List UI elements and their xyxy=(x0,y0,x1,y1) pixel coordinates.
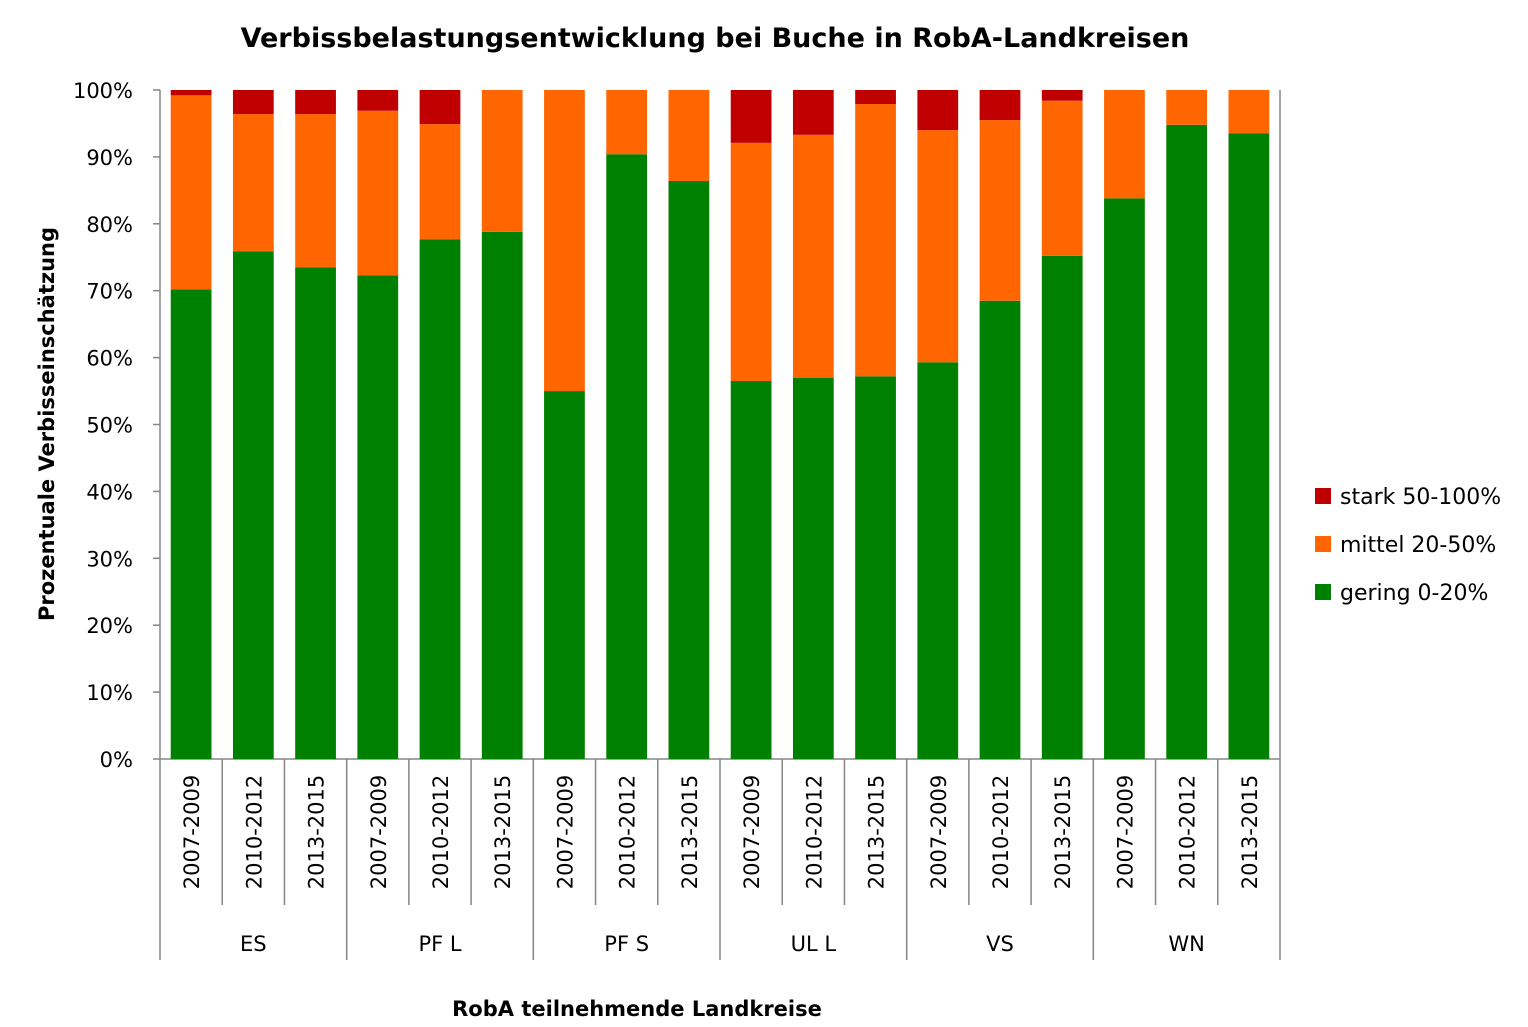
bar-segment xyxy=(979,300,1021,759)
bar-segment xyxy=(419,124,461,240)
bar-segment xyxy=(232,90,274,115)
bar-segment xyxy=(1166,90,1208,125)
bar-segment xyxy=(544,391,585,759)
x-tick-label: 2010-2012 xyxy=(1176,775,1200,889)
plot-area xyxy=(159,90,1281,760)
x-tick-label: 2007-2009 xyxy=(927,775,951,889)
x-tick-label: 2007-2009 xyxy=(740,775,764,889)
bar-segment xyxy=(1041,90,1083,101)
bar-segment xyxy=(730,142,772,382)
bar-segment xyxy=(232,114,274,252)
group-label: PF S xyxy=(604,932,649,956)
y-tick-label: 80% xyxy=(86,213,133,237)
bar-segment xyxy=(1041,100,1083,256)
legend-label: gering 0-20% xyxy=(1340,581,1488,606)
bar-segment xyxy=(1228,133,1270,760)
legend-swatch xyxy=(1315,584,1331,600)
bar-segment xyxy=(481,90,523,232)
bar-segment xyxy=(170,90,212,96)
bar-segment xyxy=(544,90,585,392)
x-tick-label: 2007-2009 xyxy=(553,775,577,889)
bar-segment xyxy=(357,90,399,111)
x-tick-label: 2013-2015 xyxy=(305,775,329,889)
bar-segment xyxy=(1228,90,1270,134)
y-tick-label: 30% xyxy=(86,547,133,571)
x-tick-label: 2013-2015 xyxy=(678,775,702,889)
x-axis-title: RobA teilnehmende Landkreise xyxy=(452,997,822,1021)
y-tick-label: 50% xyxy=(86,414,133,438)
bar-segment xyxy=(792,377,834,759)
bar-segment xyxy=(357,110,399,276)
bar-segment xyxy=(917,362,959,759)
legend-swatch xyxy=(1315,488,1331,504)
bar-segment xyxy=(730,90,772,143)
bar-segment xyxy=(606,154,648,759)
bar-segment xyxy=(1104,90,1145,199)
y-tick-label: 60% xyxy=(86,347,133,371)
x-axis: 2007-2009 2010-2012 2013-2015 2007-2009 2010… xyxy=(159,759,1281,960)
y-tick-label: 70% xyxy=(86,280,133,304)
x-tick-label: 2013-2015 xyxy=(1238,775,1262,889)
legend-label: stark 50-100% xyxy=(1340,485,1501,510)
x-tick-label: 2010-2012 xyxy=(429,775,453,889)
y-tick-label: 0% xyxy=(100,748,133,772)
y-tick-label: 40% xyxy=(86,480,133,504)
x-tick-label: 2013-2015 xyxy=(491,775,515,889)
bar-segment xyxy=(170,289,212,759)
bar-segment xyxy=(855,90,896,105)
group-label: VS xyxy=(986,932,1014,956)
bar-segment xyxy=(295,267,336,759)
bar-segment xyxy=(295,114,336,268)
x-tick-label: 2013-2015 xyxy=(865,775,889,889)
y-tick-label: 20% xyxy=(86,614,133,638)
bar-segment xyxy=(232,251,274,759)
bar-segment xyxy=(792,134,834,378)
bar-segment xyxy=(668,90,710,181)
bar-segment xyxy=(295,90,336,115)
y-tick-label: 10% xyxy=(86,681,133,705)
group-label: PF L xyxy=(418,932,461,956)
x-tick-label: 2007-2009 xyxy=(367,775,391,889)
legend: stark 50-100% mittel 20-50% gering 0-20% xyxy=(1315,485,1501,606)
x-tick-label: 2010-2012 xyxy=(802,775,826,889)
x-tick-label: 2007-2009 xyxy=(180,775,204,889)
bar-segment xyxy=(606,90,648,155)
bar-segment xyxy=(419,239,461,759)
x-tick-label: 2007-2009 xyxy=(1113,775,1137,889)
bar-segment xyxy=(917,130,959,363)
bar-segment xyxy=(855,104,896,377)
bar-segment xyxy=(730,381,772,759)
bar-segment xyxy=(170,95,212,290)
bar-segment xyxy=(1104,198,1145,760)
x-tick-label: 2010-2012 xyxy=(616,775,640,889)
x-tick-label: 2013-2015 xyxy=(1051,775,1075,889)
y-tick-label: 90% xyxy=(86,146,133,170)
bar-segment xyxy=(1041,255,1083,760)
bar-segment xyxy=(419,90,461,125)
bar-segment xyxy=(917,90,959,131)
group-label: WN xyxy=(1168,932,1204,956)
group-label: ES xyxy=(240,932,267,956)
bar-segment xyxy=(792,90,834,135)
bar-segment xyxy=(979,90,1021,121)
bar-segment xyxy=(357,275,399,759)
y-axis-title: Prozentuale Verbisseinschätzung xyxy=(35,227,59,621)
bar-segment xyxy=(979,120,1021,301)
y-axis-ticks: 0% 10% 20% 30% 40% 50% 60% 70% 80% 90% 100% xyxy=(73,79,160,772)
x-tick-label: 2010-2012 xyxy=(242,775,266,889)
bar-segment xyxy=(855,376,896,759)
group-label: UL L xyxy=(791,932,837,956)
y-tick-label: 100% xyxy=(73,79,133,103)
x-tick-label: 2010-2012 xyxy=(989,775,1013,889)
bar-segment xyxy=(1166,124,1208,759)
bar-segment xyxy=(668,180,710,759)
bar-segment xyxy=(481,231,523,759)
legend-swatch xyxy=(1315,536,1331,552)
legend-label: mittel 20-50% xyxy=(1340,533,1496,558)
chart-title: Verbissbelastungsentwicklung bei Buche i… xyxy=(241,23,1190,54)
